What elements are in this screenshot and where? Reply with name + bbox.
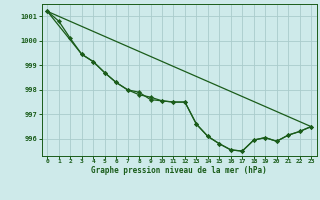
X-axis label: Graphe pression niveau de la mer (hPa): Graphe pression niveau de la mer (hPa) <box>91 166 267 175</box>
